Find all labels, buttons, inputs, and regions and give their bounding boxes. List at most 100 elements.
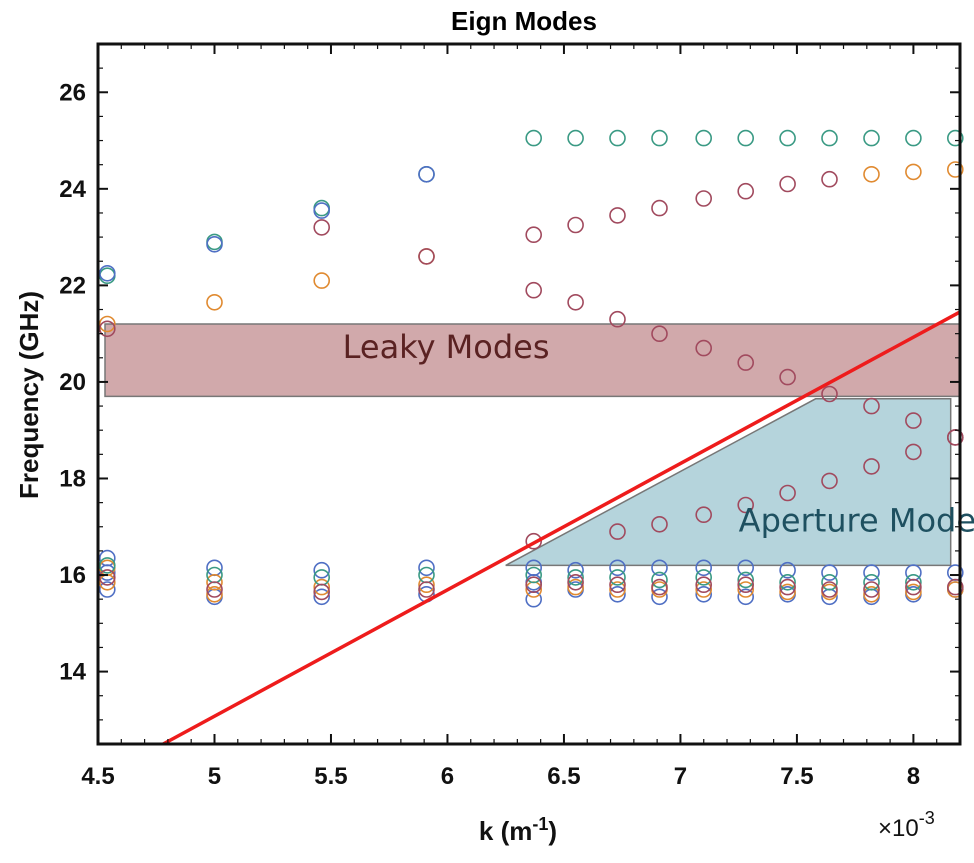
- data-point: [695, 559, 713, 577]
- data-point: [905, 163, 922, 181]
- region-label-1: Aperture Modes: [739, 502, 974, 540]
- data-point: [313, 583, 331, 601]
- x-axis-label-base: k (m: [479, 816, 532, 846]
- data-point: [905, 578, 922, 596]
- y-tick-label: 16: [59, 562, 86, 589]
- data-point: [821, 564, 838, 581]
- x-axis-multiplier: ×10-3: [878, 808, 935, 842]
- data-point: [525, 566, 543, 584]
- data-point: [695, 506, 713, 524]
- x-axis-multiplier-power: -3: [919, 808, 935, 828]
- y-axis-label: Frequency (GHz): [14, 291, 44, 499]
- data-point: [737, 576, 755, 594]
- data-point: [567, 216, 584, 234]
- x-tick-label: 5: [208, 763, 221, 790]
- data-point: [863, 581, 880, 598]
- data-point: [525, 129, 543, 147]
- data-point: [695, 569, 713, 586]
- y-axis-ticks: 14 16 18 20 22 24 26: [59, 43, 960, 721]
- data-point: [418, 166, 435, 183]
- y-tick-label: 20: [59, 369, 86, 396]
- data-point: [863, 129, 880, 147]
- data-point: [779, 129, 796, 147]
- data-point: [418, 559, 435, 577]
- data-point: [905, 412, 922, 429]
- data-point: [737, 496, 755, 514]
- data-point: [905, 573, 922, 591]
- data-point: [946, 129, 964, 147]
- data-points: [99, 129, 964, 608]
- data-point: [651, 578, 668, 596]
- data-point: [905, 129, 922, 147]
- x-axis-multiplier-base: ×10: [878, 815, 919, 842]
- light-line-path: [162, 310, 961, 746]
- data-point: [418, 581, 435, 598]
- data-point: [651, 571, 668, 589]
- data-point: [525, 226, 543, 243]
- data-point: [905, 443, 922, 461]
- x-tick-label: 4.5: [81, 763, 114, 790]
- y-tick-label: 18: [59, 465, 86, 492]
- data-point: [567, 561, 584, 579]
- data-point: [737, 588, 755, 606]
- data-point: [609, 207, 626, 224]
- data-point: [418, 576, 435, 594]
- data-point: [905, 583, 922, 601]
- data-point: [737, 571, 755, 589]
- data-point: [651, 559, 668, 577]
- data-point: [737, 581, 755, 598]
- data-point: [695, 581, 713, 598]
- data-point: [946, 161, 964, 178]
- plot-frame: [96, 42, 962, 746]
- data-point: [567, 569, 584, 586]
- data-point: [695, 576, 713, 594]
- data-point: [206, 581, 223, 598]
- data-point: [651, 515, 668, 533]
- data-point: [737, 182, 755, 200]
- data-point: [863, 397, 880, 415]
- x-tick-label: 7.5: [780, 763, 813, 790]
- data-point: [418, 248, 435, 265]
- data-point: [99, 569, 116, 586]
- data-point: [779, 368, 796, 386]
- data-point: [609, 569, 626, 586]
- data-point: [821, 170, 838, 188]
- data-point: [99, 320, 116, 338]
- data-point: [779, 578, 796, 596]
- region-1: [505, 398, 952, 567]
- x-tick-label: 7: [674, 763, 687, 790]
- data-point: [737, 129, 755, 147]
- data-point: [863, 166, 880, 183]
- data-point: [863, 585, 880, 603]
- x-tick-label: 8: [907, 763, 920, 790]
- data-point: [99, 564, 116, 581]
- data-point: [821, 129, 838, 147]
- x-axis-label-exp: -1: [532, 814, 548, 834]
- data-point: [609, 559, 626, 577]
- data-point: [695, 190, 713, 207]
- data-point: [779, 561, 796, 579]
- data-point: [651, 129, 668, 147]
- y-tick-label: 14: [59, 659, 86, 686]
- x-tick-label: 6: [441, 763, 454, 790]
- data-point: [313, 202, 331, 219]
- region-labels: Leaky Modes Aperture Modes: [343, 328, 974, 540]
- y-tick-label: 26: [59, 79, 86, 106]
- x-axis-label: k (m-1): [479, 814, 557, 846]
- data-point: [567, 578, 584, 596]
- y-tick-label: 24: [59, 176, 86, 203]
- data-point: [651, 588, 668, 606]
- data-point: [946, 578, 964, 596]
- data-point: [99, 264, 116, 282]
- data-point: [206, 585, 223, 603]
- data-point: [821, 472, 838, 490]
- data-point: [695, 129, 713, 147]
- data-point: [737, 354, 755, 371]
- data-point: [779, 175, 796, 193]
- region-label-0: Leaky Modes: [343, 328, 550, 366]
- data-point: [737, 559, 755, 577]
- data-point: [609, 585, 626, 603]
- data-point: [567, 129, 584, 147]
- data-point: [525, 532, 543, 550]
- data-point: [313, 578, 331, 596]
